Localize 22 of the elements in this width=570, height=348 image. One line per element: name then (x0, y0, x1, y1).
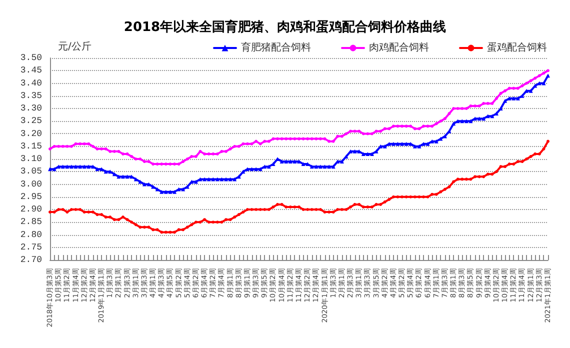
y-tick-label: 3.10 (20, 154, 42, 164)
y-tick-label: 3.00 (20, 179, 42, 190)
y-axis-title: 元/公斤 (58, 40, 92, 52)
y-tick-label: 3.30 (20, 104, 42, 114)
y-tick-label: 2.95 (20, 192, 42, 202)
y-tick-label: 3.35 (20, 90, 42, 101)
y-tick-label: 3.40 (20, 78, 42, 88)
y-tick-label: 3.15 (20, 141, 42, 152)
legend-label: 蛋鸡配合饲料 (487, 42, 547, 54)
y-tick-label: 3.05 (20, 166, 42, 177)
y-tick-label: 2.70 (20, 255, 42, 265)
y-tick-label: 3.50 (20, 53, 42, 63)
y-tick-label: 2.85 (20, 217, 42, 228)
y-tick-label: 3.25 (20, 116, 42, 126)
y-tick-label: 2.90 (20, 204, 42, 214)
y-tick-label: 3.20 (20, 128, 42, 139)
y-tick-label: 2.80 (20, 230, 42, 240)
y-tick-label: 2.75 (20, 242, 42, 252)
y-tick-label: 3.45 (20, 66, 42, 76)
legend-label: 育肥猪配合饲料 (241, 42, 311, 54)
chart-title: 2018年以来全国育肥猪、肉鸡和蛋鸡配合饲料价格曲线 (124, 19, 446, 35)
legend-label: 肉鸡配合饲料 (369, 42, 429, 54)
